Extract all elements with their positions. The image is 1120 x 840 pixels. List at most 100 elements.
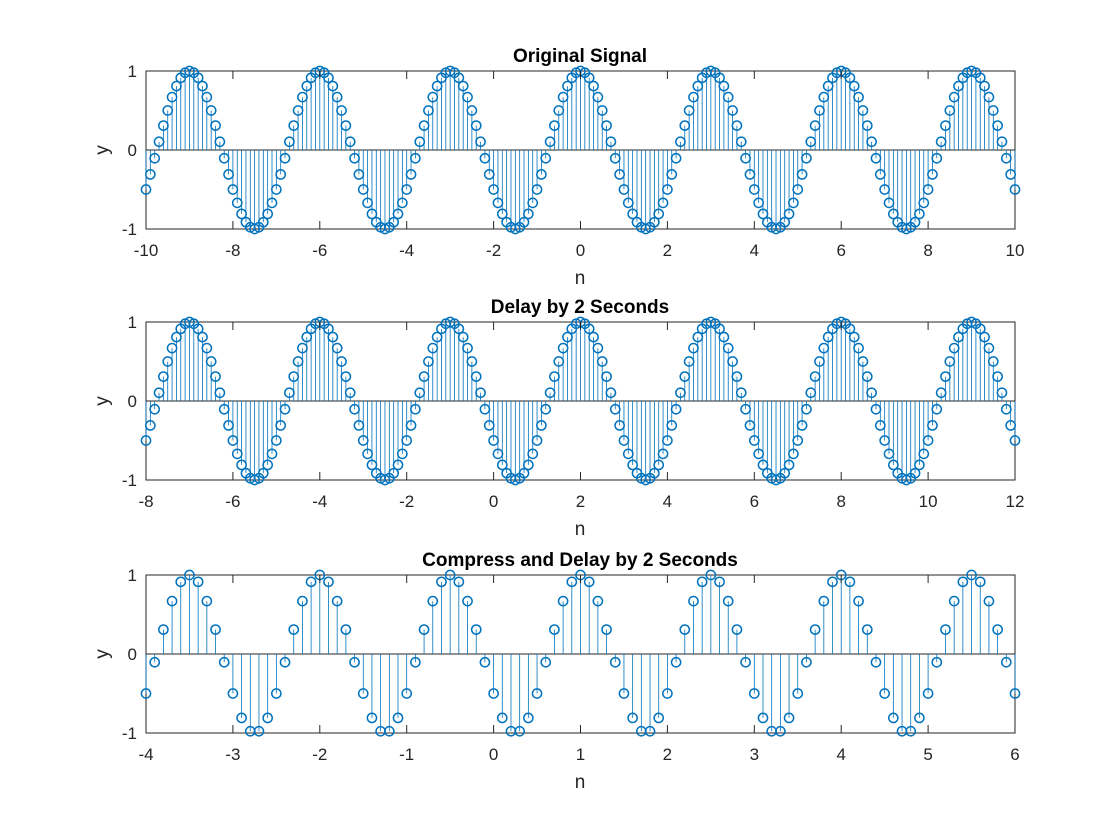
stem-marker [601,120,612,131]
x-tick-label: -2 [399,492,414,511]
stem-marker [392,459,404,471]
stem-marker [583,576,595,588]
stem-marker [192,72,204,84]
subplot-3-y-ticks: -1 0 1 [122,566,1015,743]
stem-marker [727,105,738,116]
stem-marker [992,120,1003,131]
x-tick-label: -8 [138,492,153,511]
stem-marker [331,91,343,103]
stem-marker [974,576,986,588]
stem-marker [201,342,213,354]
stem-marker [175,576,187,588]
stem-marker [757,712,769,724]
stem-marker [714,576,725,588]
stem-marker [531,688,543,699]
x-tick-label: 4 [663,492,672,511]
stem-marker [488,688,499,699]
stem-marker [666,169,678,180]
stem-marker [657,448,669,460]
stem-marker [588,331,599,343]
stem-marker [927,169,938,180]
stem-marker [601,371,612,382]
stem-marker [201,91,213,103]
stem-marker [731,371,743,382]
stem-marker [996,136,1008,148]
stem-marker [436,576,447,588]
x-tick-label: -4 [399,241,414,260]
stem-marker [714,72,725,84]
stem-marker [609,656,621,668]
stem-marker [531,184,543,195]
stem-marker [653,459,665,471]
stem-marker [1009,688,1021,699]
stem-marker [627,712,638,724]
stem-marker [866,387,877,399]
stem-marker [140,435,152,446]
stem-marker [566,576,578,588]
stem-marker [983,595,995,607]
x-tick-label: 2 [663,241,672,260]
stem-marker [783,712,795,724]
stem-marker [470,120,482,131]
stem-marker [392,208,404,220]
stem-marker [792,184,804,195]
subplot-3-stems [140,569,1021,737]
stem-marker [922,435,934,446]
stem-marker [653,208,665,220]
stem-marker [253,725,265,737]
stem-marker [914,208,925,220]
stem-marker [323,323,334,335]
x-tick-label: 0 [489,492,498,511]
stem-marker [297,595,308,607]
subplot-3-title: Compress and Delay by 2 Seconds [422,550,738,571]
stem-marker [905,725,917,737]
stem-marker [210,624,221,635]
stem-marker [323,576,334,588]
subplot-1-title: Original Signal [513,46,647,67]
stem-marker [453,323,465,335]
stem-marker [775,725,786,737]
stem-marker [271,184,282,195]
stem-marker [583,323,595,335]
stem-marker [331,595,343,607]
stem-marker [453,576,465,588]
stem-marker [144,420,156,431]
stem-marker [279,152,291,164]
stem-marker [918,448,930,460]
stem-marker [796,420,808,431]
y-tick-label: 1 [128,313,137,332]
stem-marker [344,387,356,399]
stem-marker [662,184,673,195]
x-tick-label: 8 [923,241,932,260]
stem-marker [518,216,530,228]
stem-marker [735,387,747,399]
stem-marker [392,712,404,724]
subplot-3: Compress and Delay by 2 Seconds -4 -3 -2 -1… [92,550,1021,793]
stem-marker [262,208,274,220]
stem-marker [657,197,669,209]
stem-marker [922,688,934,699]
stem-marker [696,576,708,588]
x-tick-label: 2 [663,745,672,764]
y-tick-label: 0 [128,392,137,411]
stem-marker [857,105,869,116]
stem-marker [987,356,999,367]
stem-marker [848,80,860,92]
x-tick-label: 0 [489,745,498,764]
stem-marker [722,595,734,607]
stem-marker [722,91,734,103]
stem-marker [349,656,360,668]
stem-marker [801,152,812,164]
stem-marker [540,403,552,415]
stem-marker [718,331,730,343]
stem-marker [557,595,569,607]
stem-marker [457,80,469,92]
stem-marker [323,72,334,84]
stem-marker [714,323,725,335]
stem-marker [444,569,456,581]
subplot-1-x-label: n [575,268,586,289]
stem-marker [462,91,473,103]
stem-marker [427,595,439,607]
x-tick-label: 4 [750,241,759,260]
